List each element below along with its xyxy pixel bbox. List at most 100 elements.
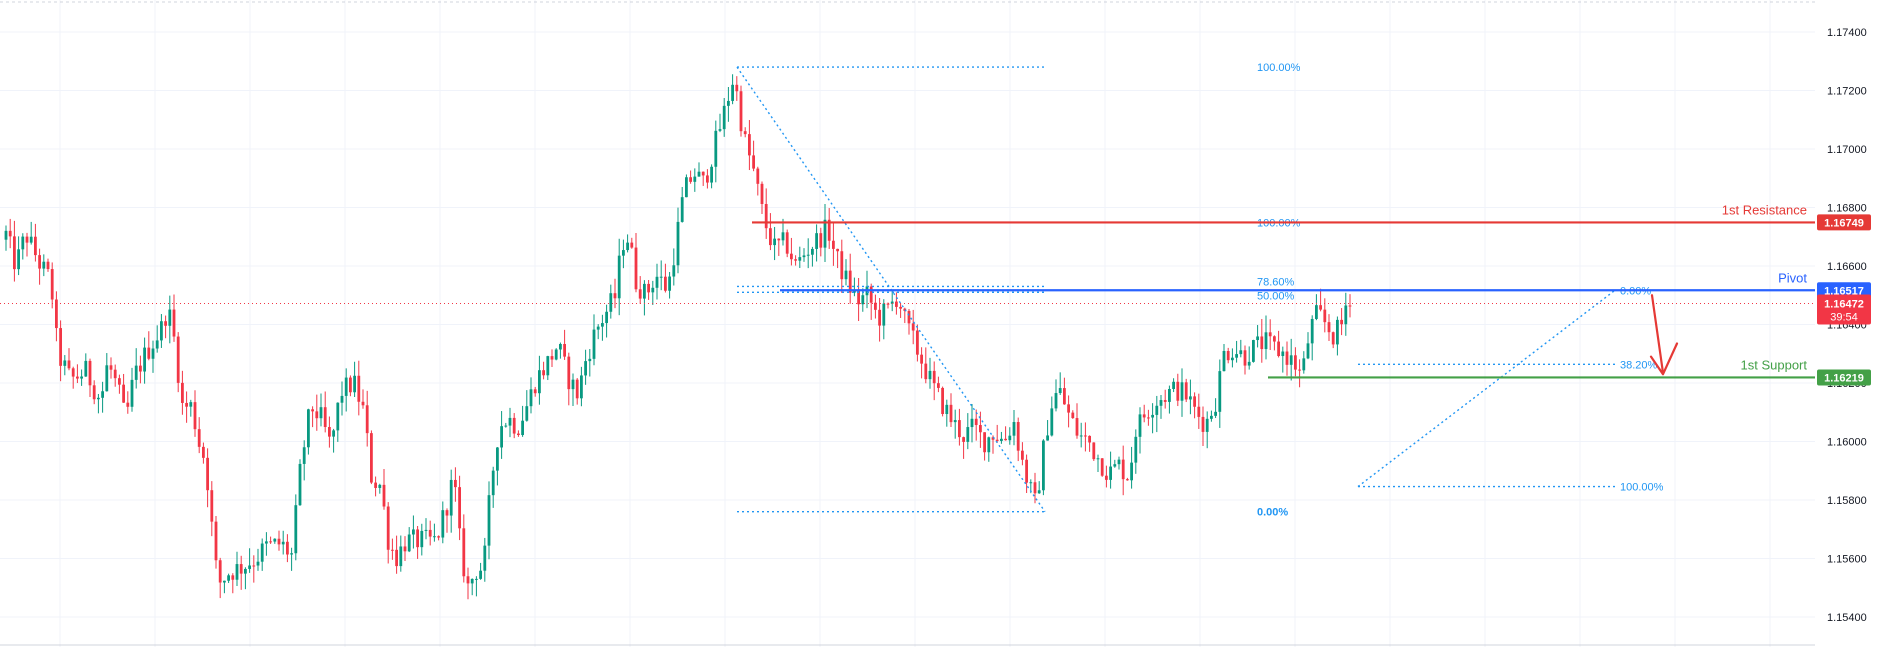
candle-body <box>319 407 323 419</box>
candle-body <box>643 283 646 299</box>
candle-body <box>349 377 352 393</box>
candle-body <box>1302 358 1306 371</box>
candle-body <box>164 321 167 326</box>
last-price-label: 1.16472 <box>1824 298 1864 310</box>
y-tick-label: 1.16800 <box>1827 203 1867 215</box>
candle-body <box>617 255 621 299</box>
candle-body <box>428 529 432 537</box>
candle-body <box>210 490 214 522</box>
candle-body <box>399 546 403 567</box>
candle-body <box>223 580 226 583</box>
candle-body <box>592 329 596 359</box>
candle-body <box>1252 340 1255 362</box>
candle-body <box>122 384 125 403</box>
candle-body <box>67 360 71 369</box>
candle-body <box>1084 435 1087 437</box>
candles <box>0 74 1815 600</box>
arrow-shaft <box>1650 294 1665 374</box>
candle-body <box>769 228 772 246</box>
candle-body <box>315 411 319 419</box>
candle-body <box>470 578 474 584</box>
candle-body <box>512 417 516 434</box>
candle-body <box>941 387 944 415</box>
candle-body <box>231 575 235 580</box>
candle-body <box>462 528 466 577</box>
candle-body <box>916 330 919 355</box>
candle-body <box>630 242 634 248</box>
candle-body <box>1117 459 1121 465</box>
candle-body <box>1176 381 1180 401</box>
candle-body <box>1260 336 1264 350</box>
candle-body <box>571 379 575 390</box>
candle-body <box>521 420 524 436</box>
candle-body <box>491 470 495 496</box>
candle-body <box>533 389 537 394</box>
candle-body <box>504 425 508 427</box>
candle-body <box>924 363 928 380</box>
candle-body <box>88 360 92 386</box>
candle-body <box>580 375 583 399</box>
candle-body <box>370 433 373 483</box>
candle-body <box>979 425 982 433</box>
candle-body <box>1109 466 1112 480</box>
candle-body <box>1113 464 1117 467</box>
candle-body <box>748 134 751 156</box>
candle-body <box>80 376 83 379</box>
price-axis[interactable]: 1.17400 1.17200 1.17000 1.16800 1.16600 1.164… <box>1815 0 1877 647</box>
candle-body <box>613 293 617 299</box>
candle-body <box>1100 458 1104 476</box>
candle-body <box>920 354 923 364</box>
candle-body <box>773 238 776 246</box>
candle-body <box>651 287 655 293</box>
candle-body <box>538 370 541 394</box>
candle-body <box>1134 436 1138 463</box>
forecast-arrow <box>1649 294 1679 376</box>
candle-body <box>17 249 20 270</box>
level-badge-label-1st-support: 1.16219 <box>1824 372 1864 384</box>
candle-body <box>353 375 356 393</box>
candle-body <box>932 370 936 384</box>
candle-body <box>659 276 663 278</box>
key-levels: 1st Resistance Pivot 1st Support <box>752 202 1815 379</box>
candle-body <box>609 293 613 312</box>
candle-body <box>1180 382 1184 401</box>
fib2-label-mid: 38.20% <box>1620 359 1658 371</box>
candle-body <box>1037 490 1041 494</box>
candle-body <box>777 238 781 241</box>
candle-body <box>1054 393 1058 409</box>
candle-body <box>563 343 566 357</box>
candle-body <box>584 361 587 376</box>
candle-body <box>806 254 810 256</box>
candle-body <box>8 230 12 237</box>
candle-body <box>1310 318 1314 344</box>
y-tick-label: 1.16600 <box>1827 261 1867 273</box>
candle-body <box>59 328 62 366</box>
candle-body <box>273 538 277 542</box>
candle-body <box>332 430 335 437</box>
candle-body <box>974 418 978 426</box>
level-badge-pivot <box>1817 282 1871 299</box>
candle-body <box>575 379 579 399</box>
candle-body <box>248 565 251 569</box>
candle-body <box>101 391 104 398</box>
level-badge-1st-resistance <box>1817 214 1871 231</box>
candle-body <box>227 575 230 581</box>
candle-body <box>1033 482 1037 494</box>
candle-body <box>1243 350 1247 366</box>
candle-body <box>189 402 193 407</box>
candle-body <box>441 510 445 538</box>
candle-body <box>1323 309 1327 323</box>
candle-body <box>479 570 482 579</box>
candle-body <box>1226 351 1230 361</box>
candle-body <box>1121 459 1125 480</box>
candle-body <box>1067 404 1070 413</box>
candle-body <box>109 365 113 370</box>
candle-body <box>1336 319 1339 345</box>
candle-body <box>680 197 684 222</box>
candle-body <box>382 484 386 507</box>
candle-body <box>529 389 533 407</box>
candle-body <box>1214 411 1217 416</box>
